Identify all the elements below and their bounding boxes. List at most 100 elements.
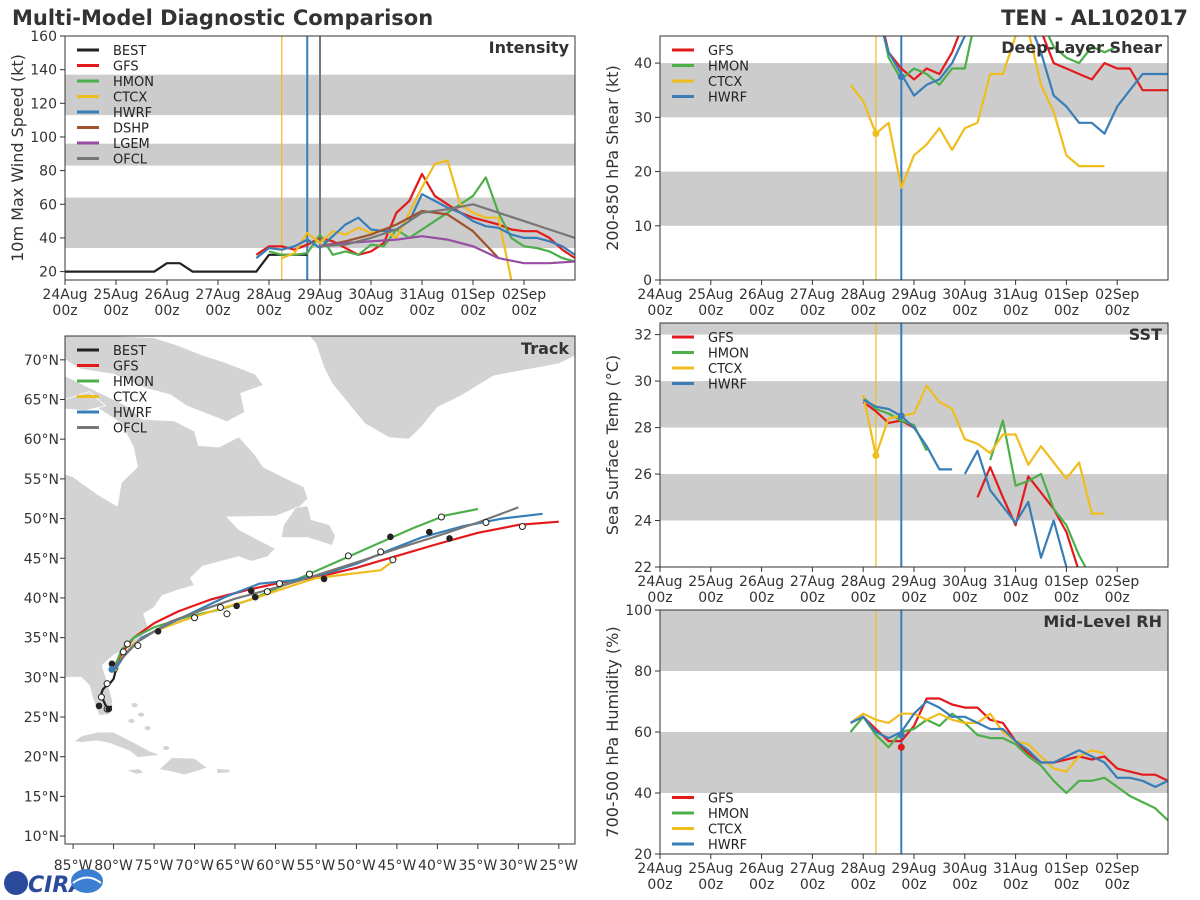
sst-xtick-date: 01Sep (1044, 574, 1088, 590)
sst-ytick-label: 26 (634, 467, 652, 483)
intensity-data (65, 36, 575, 280)
rh-xtick-hour: 00z (800, 877, 825, 893)
track-open-marker (482, 519, 490, 527)
intensity-title: Intensity (489, 38, 570, 57)
water-hudson-bay (65, 407, 138, 507)
sst-series-hmon (989, 419, 1087, 567)
intensity-xtick-date: 29Aug (297, 287, 342, 303)
land-bahamas-island (127, 718, 136, 724)
intensity-xtick-hour: 00z (103, 303, 128, 319)
track-ytick-label: 15°N (24, 789, 59, 805)
track-xtick-label: 60°W (256, 858, 295, 874)
land-southampton-island (65, 391, 107, 412)
rh-xtick-hour: 00z (1054, 877, 1079, 893)
track-xtick-label: 70°W (175, 858, 214, 874)
intensity-xtick-hour: 00z (307, 303, 332, 319)
intensity-xtick-date: 02Sep (502, 287, 546, 303)
rh-legend-label-hwrf: HWRF (708, 838, 747, 853)
shear-xtick-hour: 00z (851, 303, 876, 319)
track-filled-marker (425, 528, 433, 536)
intensity-ytick-label: 20 (39, 265, 57, 281)
intensity-xtick-date: 26Aug (144, 287, 189, 303)
intensity-legend-label-dshp: DSHP (113, 122, 149, 137)
cira-logo-wave (72, 876, 102, 884)
rh-xtick-date: 24Aug (637, 861, 682, 877)
sst-xtick-hour: 00z (851, 590, 876, 606)
track-data (65, 336, 575, 776)
track-ytick-label: 70°N (24, 353, 59, 369)
track-panel: 10°N 15°N 20°N 25°N 30°N 35°N 40°N 45°N 50°N 55°N… (24, 335, 578, 874)
track-filled-marker (233, 602, 240, 610)
intensity-series-gfs (255, 172, 575, 260)
sst-xtick-date: 29Aug (891, 574, 936, 590)
intensity-legend-label-gfs: GFS (113, 60, 139, 75)
rh-legend-label-hmon: HMON (708, 807, 749, 822)
track-open-marker (377, 548, 385, 556)
intensity-legend-label-best: BEST (113, 44, 146, 59)
shear-band (660, 63, 1168, 118)
track-legend-label-gfs: GFS (113, 360, 139, 375)
shear-xtick-hour: 00z (698, 303, 723, 319)
sst-xtick-hour: 00z (800, 590, 825, 606)
track-xtick-label: 25°W (539, 858, 578, 874)
intensity-ytick-label: 160 (30, 29, 57, 45)
shear-xtick-date: 28Aug (841, 287, 886, 303)
shear-xtick-hour: 00z (901, 303, 926, 319)
track-series-ofcl (114, 506, 519, 667)
shear-xtick-date: 29Aug (891, 287, 936, 303)
track-ytick-label: 60°N (24, 432, 59, 448)
sst-xtick-hour: 00z (952, 590, 977, 606)
shear-xtick-date: 30Aug (942, 287, 987, 303)
land-cuba (72, 731, 161, 758)
intensity-ytick-label: 40 (39, 231, 57, 247)
track-ytick-label: 25°N (24, 710, 59, 726)
intensity-ytick-label: 140 (30, 63, 57, 79)
land-jamaica (124, 768, 146, 775)
intensity-xtick-hour: 00z (460, 303, 485, 319)
rh-xtick-date: 25Aug (688, 861, 733, 877)
shear-series-ctcx (849, 36, 1105, 189)
intensity-legend-label-ctcx: CTCX (113, 91, 147, 106)
track-ytick-label: 40°N (24, 591, 59, 607)
shear-xtick-date: 01Sep (1044, 287, 1088, 303)
sst-xtick-hour: 00z (647, 590, 672, 606)
sst-data (862, 323, 1105, 567)
shear-xtick-hour: 00z (749, 303, 774, 319)
intensity-legend-label-hwrf: HWRF (113, 106, 152, 121)
shear-series-gfs (883, 36, 1168, 92)
shear-xtick-date: 25Aug (688, 287, 733, 303)
shear-point-hwrf (897, 73, 905, 81)
intensity-ytick-label: 80 (39, 164, 57, 180)
sst-ytick-label: 32 (634, 328, 652, 344)
shear-ytick-label: 0 (643, 273, 652, 289)
shear-xtick-hour: 00z (1105, 303, 1130, 319)
sst-band (660, 381, 1168, 428)
track-xtick-label: 50°W (337, 858, 376, 874)
track-filled-marker (446, 535, 453, 542)
track-legend-label-ofcl: OFCL (113, 422, 148, 437)
intensity-xtick-hour: 00z (256, 303, 281, 319)
rh-xtick-hour: 00z (698, 877, 723, 893)
track-legend-label-ctcx: CTCX (113, 391, 147, 406)
intensity-ytick-label: 60 (39, 197, 57, 213)
track-xtick-label: 80°W (94, 858, 133, 874)
rh-ytick-label: 60 (634, 725, 652, 741)
rh-xtick-date: 28Aug (841, 861, 886, 877)
rh-xtick-date: 31Aug (993, 861, 1038, 877)
sst-ytick-label: 24 (634, 514, 652, 530)
sst-legend-label-ctcx: CTCX (708, 362, 742, 377)
track-open-marker (344, 552, 352, 560)
intensity-series-lgem (319, 235, 575, 265)
intensity-series-hmon (268, 176, 575, 263)
rh-point-hwrf (897, 731, 905, 739)
rh-xtick-hour: 00z (851, 877, 876, 893)
shear-legend-label-ctcx: CTCX (708, 75, 742, 90)
intensity-xtick-date: 30Aug (348, 287, 393, 303)
intensity-xtick-hour: 00z (154, 303, 179, 319)
rh-series-hmon (849, 712, 1168, 822)
storm-id: TEN - AL102017 (1001, 6, 1188, 30)
shear-point-ctcx (872, 130, 880, 138)
intensity-xtick-hour: 00z (511, 303, 536, 319)
